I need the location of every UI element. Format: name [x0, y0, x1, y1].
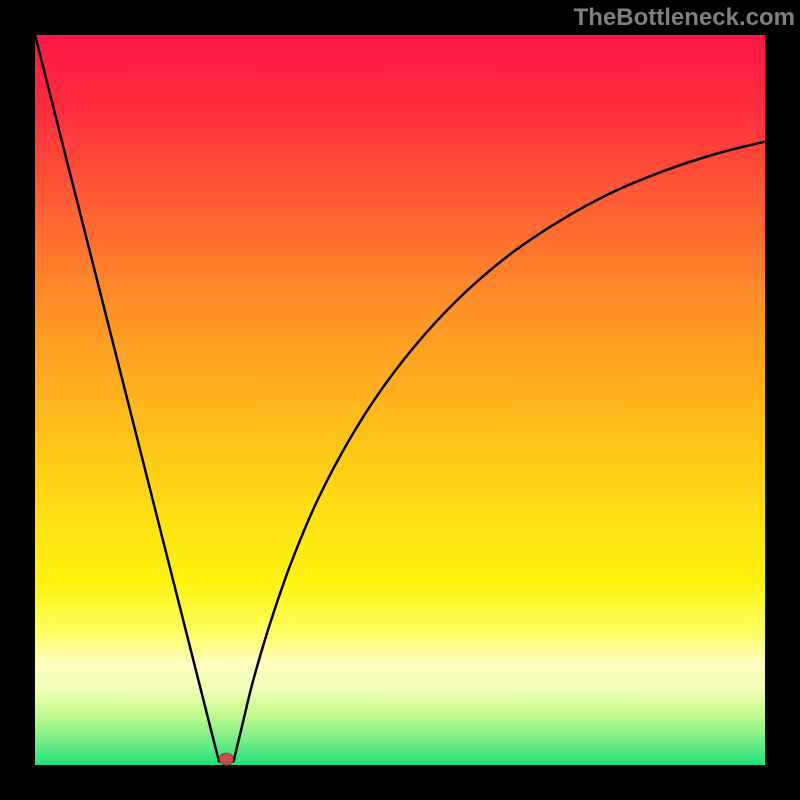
watermark-text: TheBottleneck.com — [574, 4, 795, 32]
optimal-point-marker — [219, 753, 233, 765]
bottleneck-chart — [0, 0, 800, 800]
gradient-background — [35, 35, 765, 765]
